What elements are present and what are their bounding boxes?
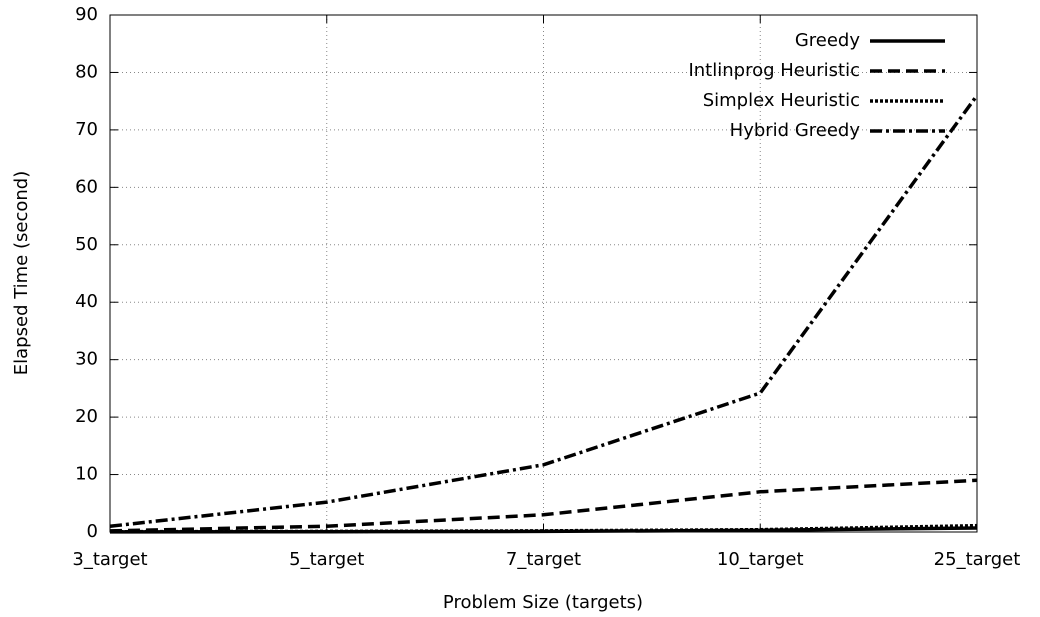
y-tick-label: 50 [75,234,98,255]
x-tick-label: 7_target [506,549,581,570]
x-axis-label: Problem Size (targets) [443,592,643,613]
y-axis-label: Elapsed Time (second) [11,171,32,375]
legend-label: Intlinprog Heuristic [688,60,860,81]
legend-label: Simplex Heuristic [703,90,860,111]
x-tick-label: 3_target [72,549,147,570]
y-tick-label: 80 [75,61,98,82]
y-tick-label: 60 [75,176,98,197]
x-tick-label: 10_target [717,549,804,570]
series-line [109,94,979,528]
y-tick-label: 70 [75,119,98,140]
y-tick-label: 90 [75,4,98,25]
series-line [109,523,978,534]
y-tick-label: 30 [75,349,98,370]
legend-label: Greedy [795,30,861,51]
y-tick-label: 0 [87,521,98,542]
series-line [109,478,978,533]
y-tick-label: 40 [75,291,98,312]
x-tick-label: 25_target [934,549,1021,570]
x-tick-label: 5_target [289,549,364,570]
legend-label: Hybrid Greedy [730,120,861,141]
y-tick-label: 10 [75,464,98,485]
y-tick-label: 20 [75,406,98,427]
